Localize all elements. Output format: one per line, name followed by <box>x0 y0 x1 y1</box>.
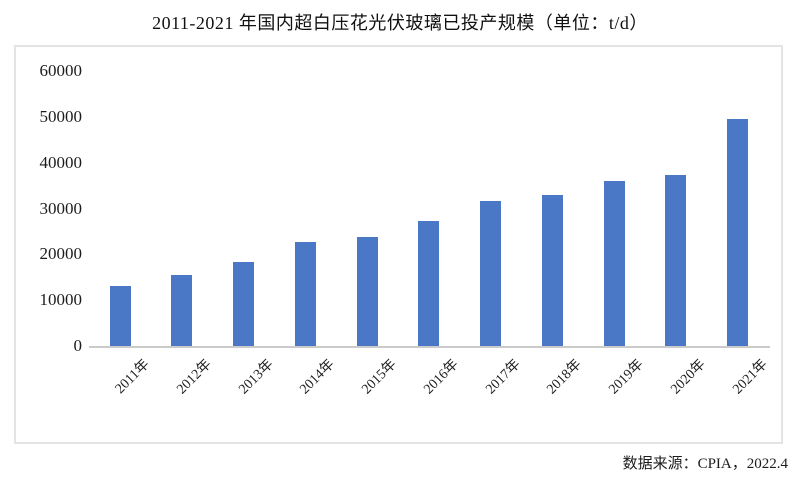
x-axis-line <box>89 346 770 348</box>
data-source-note: 数据来源：CPIA，2022.4 <box>622 456 788 472</box>
x-axis-tick-label: 2012年 <box>174 357 215 398</box>
x-axis-tick-label: 2013年 <box>235 357 277 398</box>
y-axis-tick-label: 50000 <box>39 106 83 126</box>
x-axis-tick-label: 2018年 <box>544 357 585 398</box>
x-axis-tick-label: 2020年 <box>668 357 709 398</box>
chart-title: 2011-2021 年国内超白压花光伏玻璃已投产规模（单位：t/d） <box>152 13 648 33</box>
x-axis-tick-label: 2017年 <box>482 357 524 398</box>
bar-2015年 <box>356 236 378 346</box>
y-axis-tick-label: 40000 <box>39 152 83 172</box>
bar-2017年 <box>480 201 501 346</box>
y-axis-tick-label: 10000 <box>39 290 83 310</box>
x-axis-tick-label: 2011年 <box>112 357 153 397</box>
x-axis-tick-label: 2019年 <box>606 357 647 398</box>
y-axis-tick-label: 30000 <box>39 198 83 218</box>
x-axis-tick-label: 2015年 <box>359 357 400 398</box>
bar-2018年 <box>541 195 563 346</box>
bar-2013年 <box>233 262 254 346</box>
chart-plot-border: 0 10000 20000 30000 40000 50000 60000 2011年 2012… <box>14 45 783 444</box>
bar-2021年 <box>727 118 748 346</box>
bar-2020年 <box>665 174 687 346</box>
bar-2019年 <box>603 181 625 346</box>
x-axis-tick-label: 2014年 <box>297 357 338 398</box>
bar-2014年 <box>294 242 316 346</box>
y-axis-tick-label: 0 <box>73 336 83 355</box>
bar-2016年 <box>418 220 440 346</box>
y-axis-tick-label: 60000 <box>39 61 83 80</box>
x-axis-tick-label: 2016年 <box>421 357 462 398</box>
x-axis-tick-label: 2021年 <box>729 357 771 398</box>
bar-2012年 <box>171 274 193 346</box>
chart-plot-area: 0 10000 20000 30000 40000 50000 60000 2011年 2012… <box>16 47 781 442</box>
y-axis-tick-label: 20000 <box>39 244 83 264</box>
bar-2011年 <box>109 285 131 346</box>
